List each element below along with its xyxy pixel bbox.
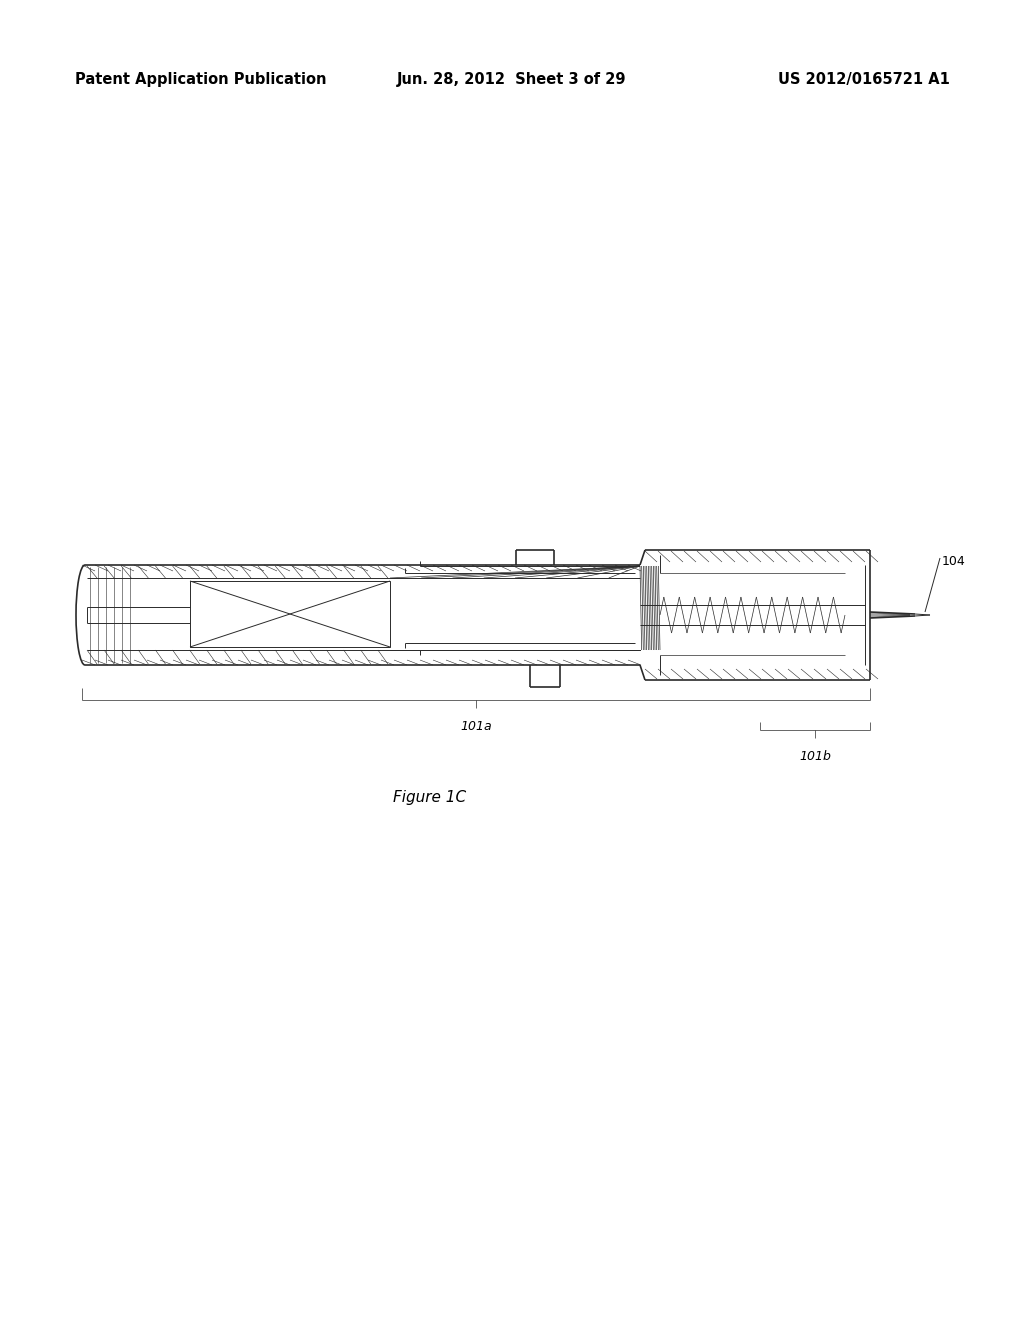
Text: US 2012/0165721 A1: US 2012/0165721 A1 — [778, 73, 950, 87]
Text: 101b: 101b — [799, 750, 830, 763]
Text: Jun. 28, 2012  Sheet 3 of 29: Jun. 28, 2012 Sheet 3 of 29 — [397, 73, 627, 87]
Text: 104: 104 — [942, 554, 966, 568]
Text: Figure 1C: Figure 1C — [393, 789, 467, 805]
Text: 101a: 101a — [460, 719, 492, 733]
Text: Patent Application Publication: Patent Application Publication — [75, 73, 327, 87]
Bar — [190, 581, 390, 647]
